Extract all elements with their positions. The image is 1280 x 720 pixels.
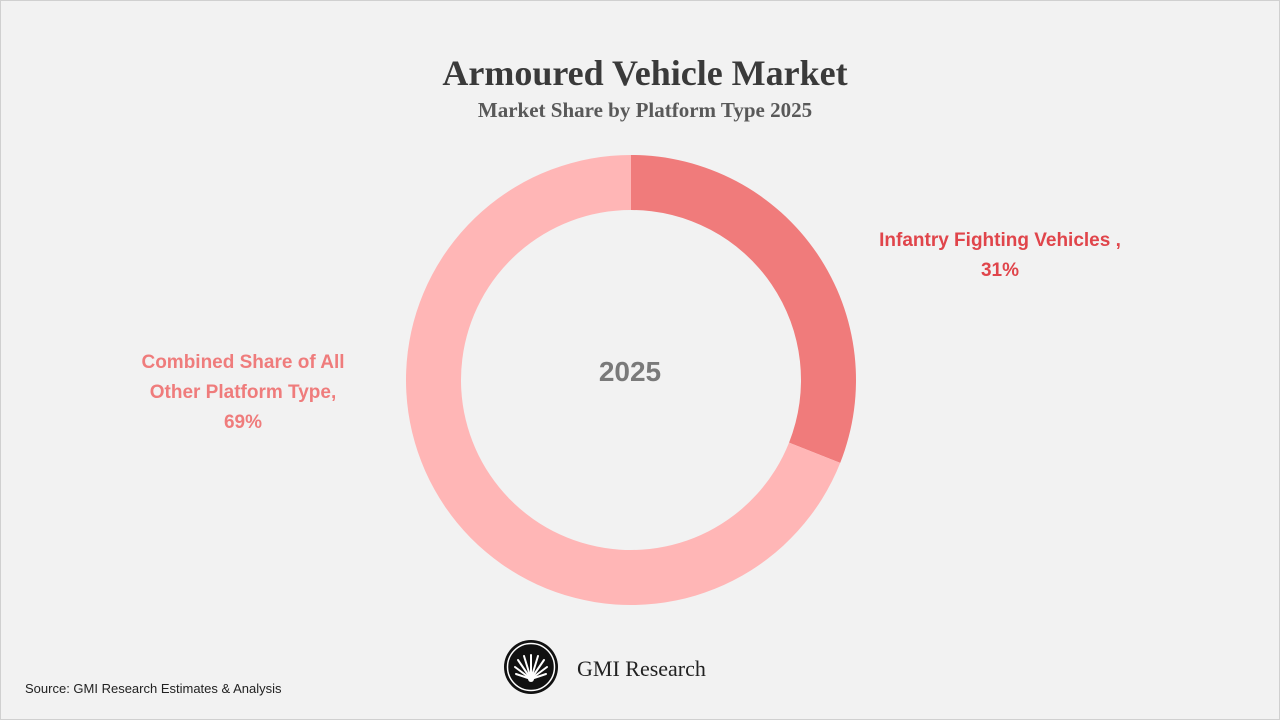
- data-label-ifv-name: Infantry Fighting Vehicles ,: [879, 230, 1121, 251]
- donut-slice-0: [631, 155, 857, 463]
- data-label-other-name-1: Combined Share of All: [141, 352, 345, 373]
- data-label-ifv: Infantry Fighting Vehicles , 31%: [850, 226, 1150, 286]
- fan-leaf-logo-icon: [503, 639, 559, 695]
- data-label-ifv-value: 31%: [980, 260, 1020, 281]
- chart-title: Armoured Vehicle Market: [442, 53, 848, 93]
- source-note: Source: GMI Research Estimates & Analysi…: [25, 681, 282, 696]
- donut-center-label: 2025: [598, 356, 662, 387]
- data-label-other-value: 69%: [223, 412, 263, 433]
- chart-subtitle: Market Share by Platform Type 2025: [477, 98, 813, 122]
- data-label-other-name-2: Other Platform Type,: [149, 382, 337, 403]
- brand-name: GMI Research: [577, 656, 706, 681]
- data-label-other: Combined Share of All Other Platform Typ…: [112, 348, 374, 438]
